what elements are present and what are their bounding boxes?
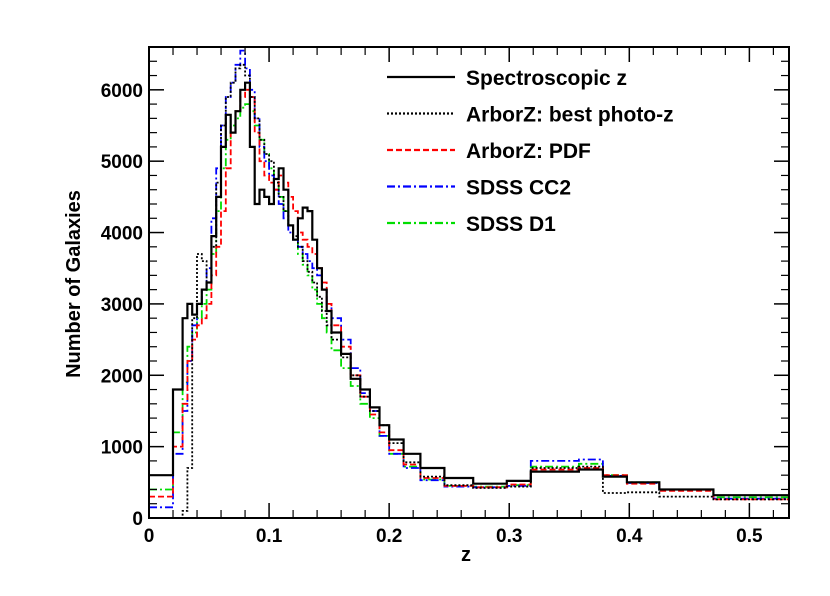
x-tick-label: 0.5	[736, 526, 763, 547]
series-sdss-d1	[149, 103, 789, 502]
x-axis-title: z	[461, 544, 471, 566]
y-tick-label: 6000	[101, 81, 143, 102]
legend-label: SDSS D1	[466, 213, 556, 236]
x-tick-label: 0.2	[376, 526, 402, 547]
tick-labels: 0 0.1 0.2 0.3 0.4 0.5 0 1000 2000 3000 4000 5000 600…	[101, 81, 763, 547]
y-tick-label: 2000	[101, 366, 143, 387]
legend-label: SDSS CC2	[466, 177, 571, 200]
y-tick-label: 4000	[101, 224, 143, 245]
legend-entry-arborz-pdf: ArborZ: PDF	[387, 140, 591, 163]
x-tick-label: 0	[144, 526, 155, 547]
legend-entry-sdss-cc2: SDSS CC2	[387, 177, 571, 200]
series-lines	[149, 49, 789, 518]
legend-entry-arborz-best-photo-z: ArborZ: best photo-z	[387, 104, 674, 127]
legend-entry-sdss-d1: SDSS D1	[387, 213, 556, 236]
legend-label: ArborZ: best photo-z	[466, 104, 674, 127]
legend-label: Spectroscopic z	[466, 67, 627, 90]
y-tick-label: 1000	[101, 438, 143, 459]
series-arborz-pdf	[149, 88, 789, 510]
x-tick-label: 0.1	[256, 526, 283, 547]
x-tick-label: 0.3	[496, 526, 522, 547]
plot-frame	[148, 46, 790, 519]
legend: Spectroscopic z ArborZ: best photo-z Arbor…	[387, 67, 674, 236]
y-tick-label: 3000	[101, 295, 143, 316]
y-tick-label: 0	[132, 509, 143, 530]
axes	[148, 46, 790, 519]
series-spectroscopic-z	[149, 81, 789, 501]
x-tick-label: 0.4	[616, 526, 643, 547]
legend-label: ArborZ: PDF	[466, 140, 591, 163]
ticks	[148, 47, 789, 519]
legend-entry-spectroscopic-z: Spectroscopic z	[387, 67, 627, 90]
y-axis-title: Number of Galaxies	[63, 190, 85, 378]
y-tick-label: 5000	[101, 152, 143, 173]
series-arborz-best-photo-z	[149, 63, 789, 518]
